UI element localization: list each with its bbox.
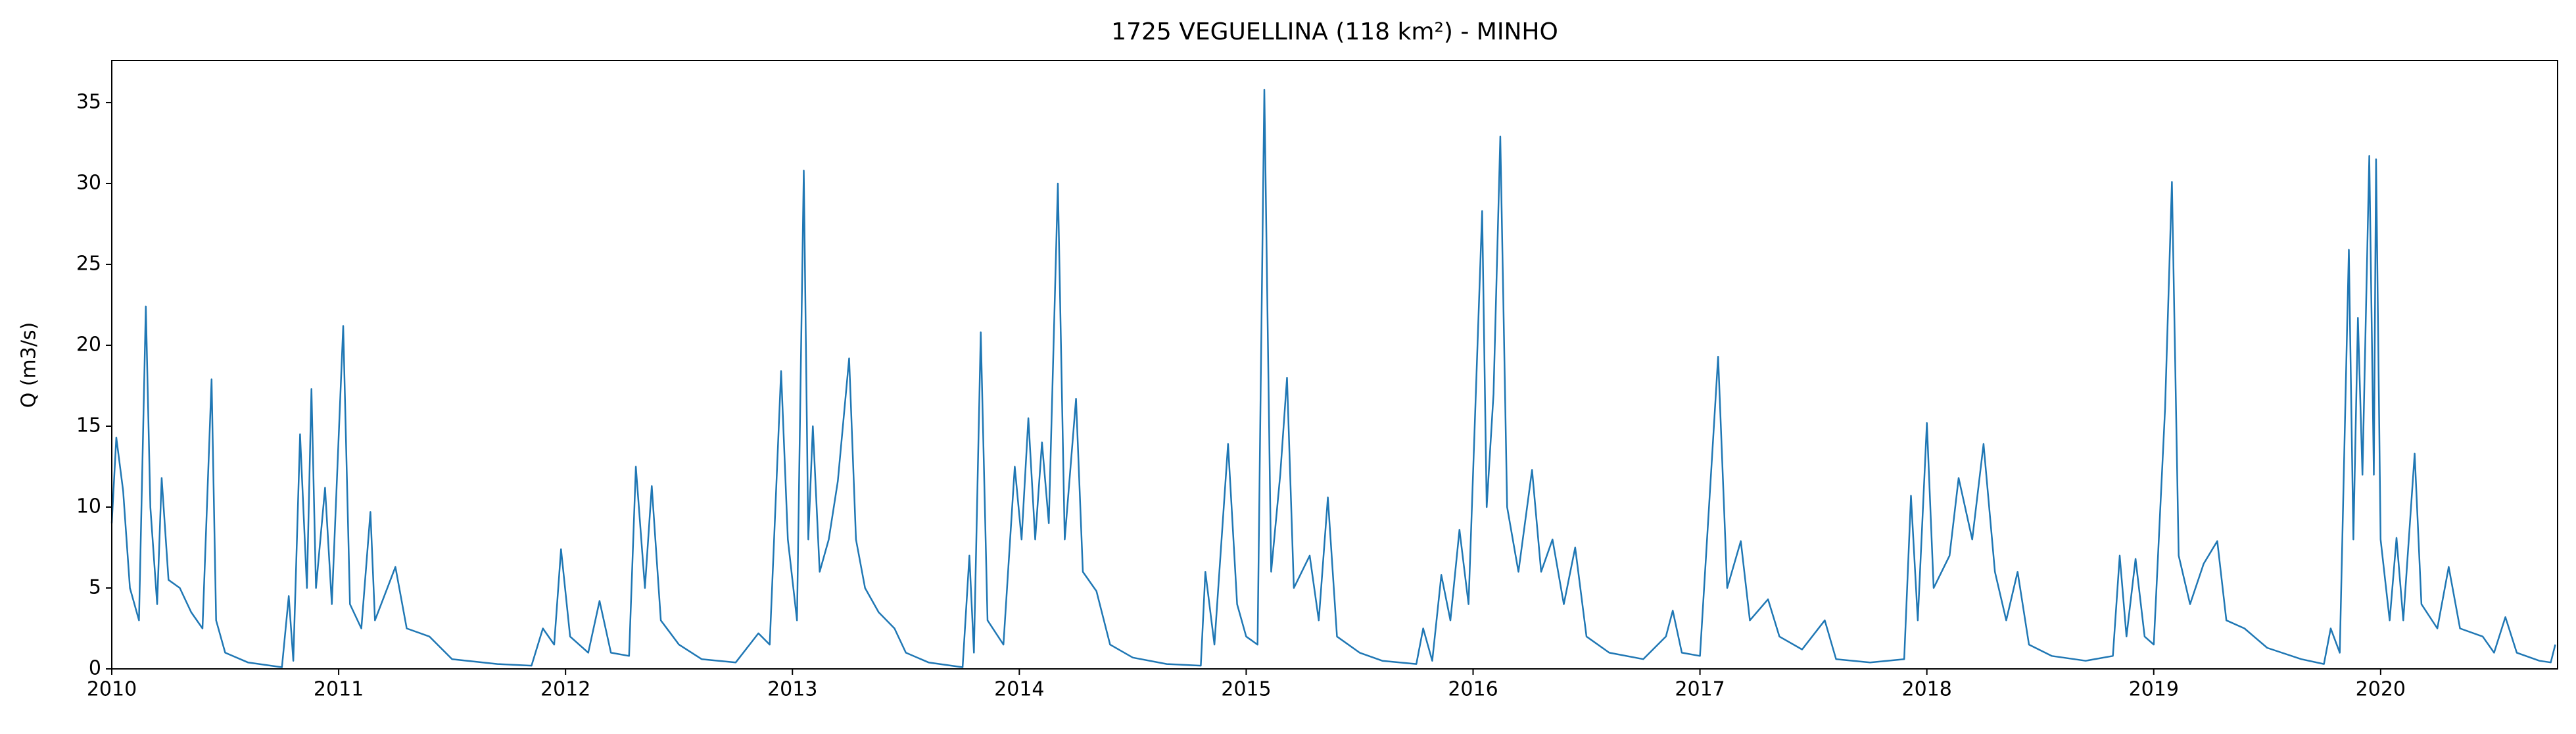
y-tick-label: 15 — [76, 414, 101, 437]
x-tick-label: 2020 — [2356, 678, 2406, 701]
x-tick-label: 2019 — [2129, 678, 2179, 701]
x-tick-label: 2018 — [1901, 678, 1951, 701]
x-tick-label: 2011 — [314, 678, 364, 701]
x-tick-label: 2010 — [87, 678, 137, 701]
x-tick-label: 2012 — [540, 678, 590, 701]
x-tick-label: 2017 — [1675, 678, 1725, 701]
plot-frame — [111, 60, 2558, 670]
x-tick-label: 2014 — [994, 678, 1044, 701]
y-tick-label: 30 — [76, 171, 101, 194]
series-line — [110, 89, 2556, 668]
x-tick-label: 2015 — [1221, 678, 1271, 701]
y-tick-label: 20 — [76, 333, 101, 356]
y-tick-label: 35 — [76, 90, 101, 113]
y-tick-label: 10 — [76, 495, 101, 518]
y-tick-label: 25 — [76, 252, 101, 275]
x-tick-label: 2013 — [767, 678, 817, 701]
y-tick-label: 5 — [89, 575, 101, 599]
x-tick-label: 2016 — [1448, 678, 1498, 701]
chart-title: 1725 VEGUELLINA (118 km²) - MINHO — [1111, 18, 1558, 45]
y-tick-label: 0 — [89, 657, 101, 680]
y-axis-label: Q (m3/s) — [18, 322, 41, 408]
